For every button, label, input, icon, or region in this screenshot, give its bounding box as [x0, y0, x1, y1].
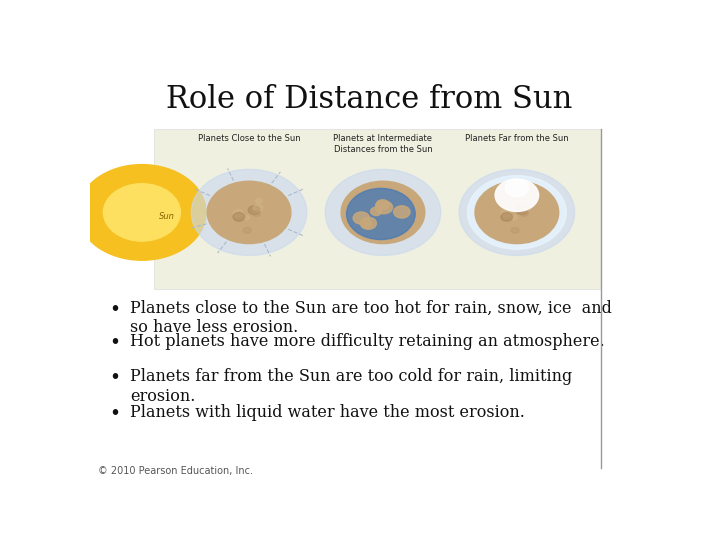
Text: Hot planets have more difficulty retaining an atmosphere.: Hot planets have more difficulty retaini…	[130, 333, 605, 350]
Circle shape	[243, 227, 251, 233]
Circle shape	[325, 170, 441, 255]
Circle shape	[467, 176, 566, 249]
Text: Planets close to the Sun are too hot for rain, snow, ice  and
so have less erosi: Planets close to the Sun are too hot for…	[130, 300, 612, 336]
Circle shape	[521, 204, 531, 212]
Circle shape	[475, 181, 559, 244]
Circle shape	[516, 206, 528, 214]
Circle shape	[361, 220, 372, 228]
Circle shape	[520, 210, 528, 217]
Circle shape	[371, 207, 382, 215]
Text: Role of Distance from Sun: Role of Distance from Sun	[166, 84, 572, 114]
Circle shape	[375, 201, 392, 214]
Circle shape	[207, 181, 291, 244]
Circle shape	[511, 215, 518, 220]
Text: Planets with liquid water have the most erosion.: Planets with liquid water have the most …	[130, 404, 525, 421]
Text: © 2010 Pearson Education, Inc.: © 2010 Pearson Education, Inc.	[99, 467, 253, 476]
Circle shape	[501, 213, 513, 221]
Text: •: •	[109, 300, 121, 319]
Circle shape	[252, 210, 261, 217]
Circle shape	[459, 170, 575, 255]
Circle shape	[233, 213, 245, 221]
Circle shape	[505, 179, 528, 197]
Circle shape	[253, 204, 263, 212]
Circle shape	[501, 210, 511, 217]
Circle shape	[78, 165, 206, 260]
Circle shape	[353, 212, 369, 224]
Text: Planets Far from the Sun: Planets Far from the Sun	[465, 134, 569, 143]
Circle shape	[243, 215, 250, 220]
Circle shape	[495, 179, 539, 212]
Circle shape	[360, 217, 377, 230]
Circle shape	[256, 198, 262, 204]
Circle shape	[394, 206, 410, 218]
Circle shape	[523, 198, 530, 204]
Circle shape	[233, 210, 243, 217]
Text: •: •	[109, 404, 121, 423]
Circle shape	[104, 184, 181, 241]
Circle shape	[192, 170, 307, 255]
Text: Planets far from the Sun are too cold for rain, limiting
erosion.: Planets far from the Sun are too cold fo…	[130, 368, 572, 405]
Text: •: •	[109, 368, 121, 387]
Circle shape	[346, 188, 415, 240]
Circle shape	[248, 206, 260, 214]
FancyBboxPatch shape	[154, 129, 600, 289]
Text: Sun: Sun	[158, 212, 174, 221]
Text: Planets at Intermediate
Distances from the Sun: Planets at Intermediate Distances from t…	[333, 134, 433, 154]
Text: •: •	[109, 333, 121, 352]
Circle shape	[376, 200, 390, 210]
Circle shape	[511, 227, 519, 233]
Text: Planets Close to the Sun: Planets Close to the Sun	[198, 134, 300, 143]
Circle shape	[341, 181, 425, 244]
